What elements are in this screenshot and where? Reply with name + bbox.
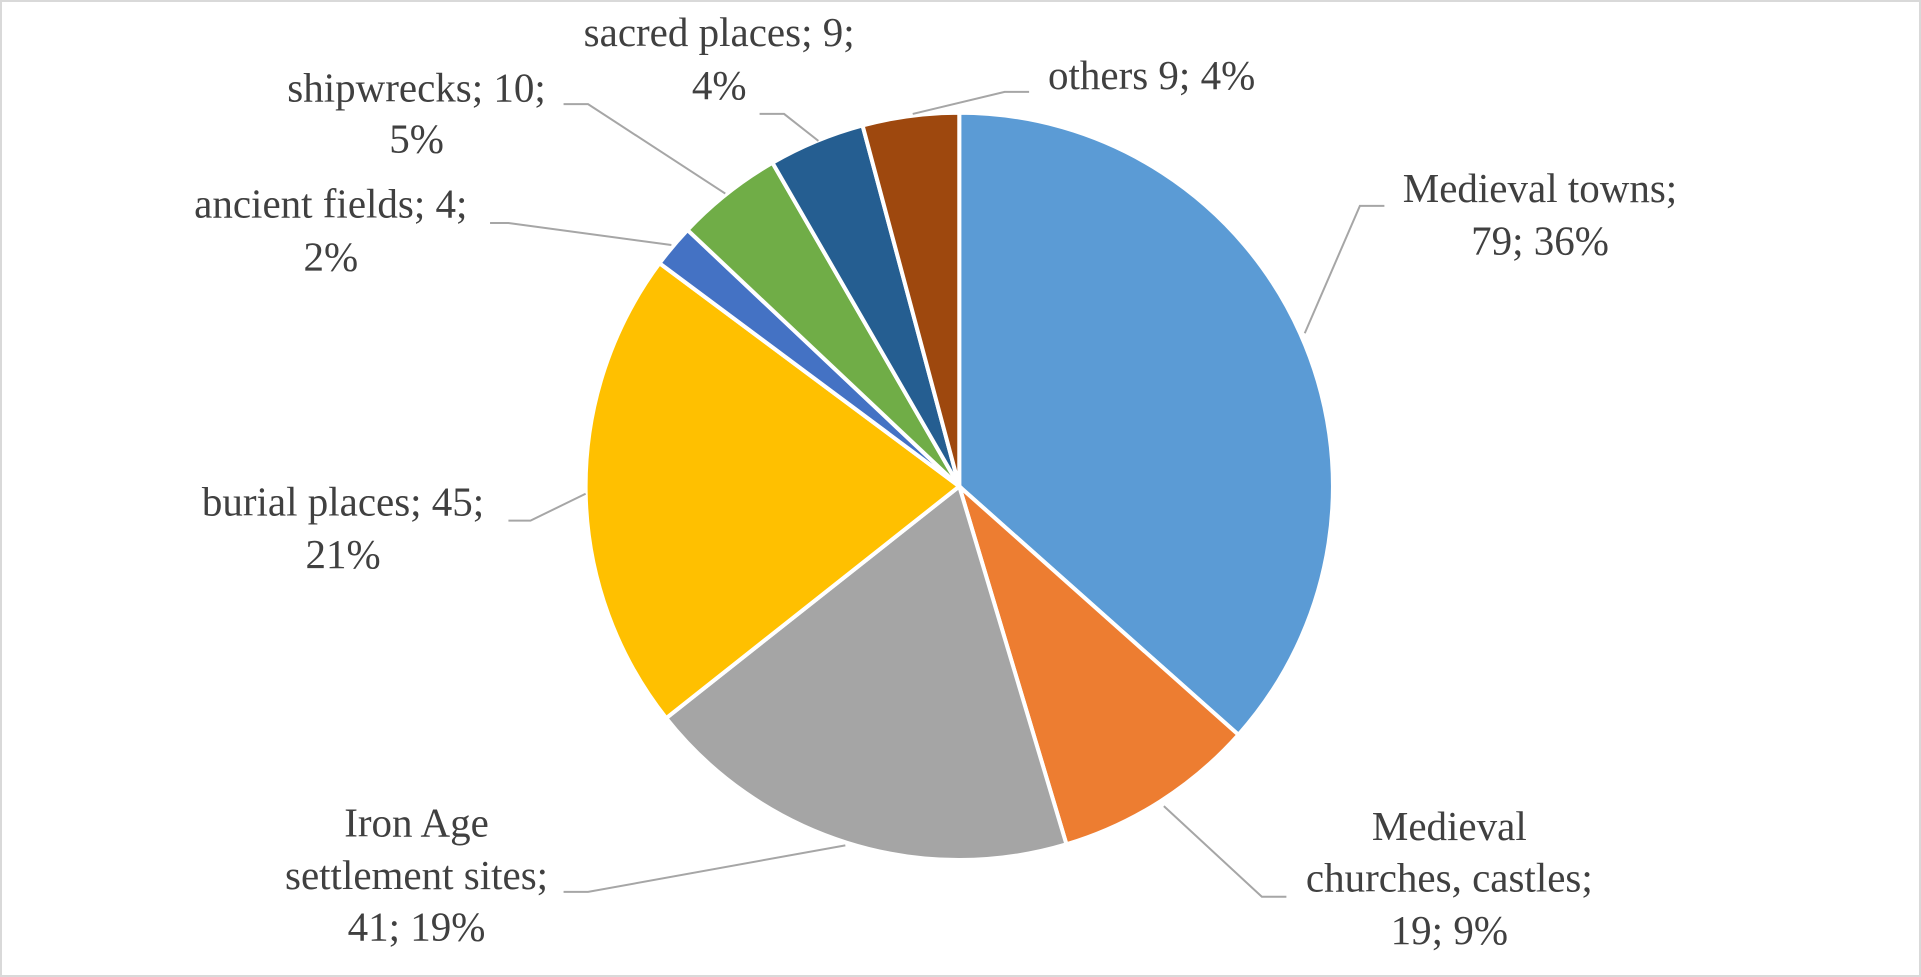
leader-line (1163, 805, 1287, 898)
pie-slice (957, 110, 1335, 738)
data-label: 79; 36% (1471, 217, 1609, 263)
data-label: sacred places; 9; (584, 9, 855, 55)
leader-line (912, 90, 1030, 115)
data-label: 2% (303, 233, 358, 279)
leader-line (490, 221, 672, 247)
data-label: 4% (692, 62, 747, 108)
data-label: ancient fields; 4; (194, 181, 467, 227)
data-label: 5% (389, 116, 444, 162)
leader-line (563, 844, 846, 893)
pie-slice (663, 482, 1069, 863)
data-label: shipwrecks; 10; (287, 64, 546, 110)
data-label: 41; 19% (348, 904, 486, 950)
pie-slice (955, 480, 1242, 847)
data-label: churches, castles; (1306, 854, 1593, 900)
data-label: Medieval towns; (1403, 165, 1677, 211)
data-label: 21% (305, 531, 380, 577)
data-label: burial places; 45; (202, 478, 484, 524)
leader-line (759, 112, 820, 142)
data-label: Iron Age (344, 799, 489, 845)
data-label: others 9; 4% (1048, 52, 1255, 98)
leader-line (563, 103, 726, 195)
leader-line (1303, 204, 1385, 334)
pie-slice (583, 260, 963, 721)
pie-slice (860, 110, 962, 487)
data-label: settlement sites; (285, 852, 548, 898)
data-label: 19; 9% (1391, 907, 1508, 953)
leader-line (508, 492, 587, 522)
data-label: Medieval (1372, 803, 1527, 849)
